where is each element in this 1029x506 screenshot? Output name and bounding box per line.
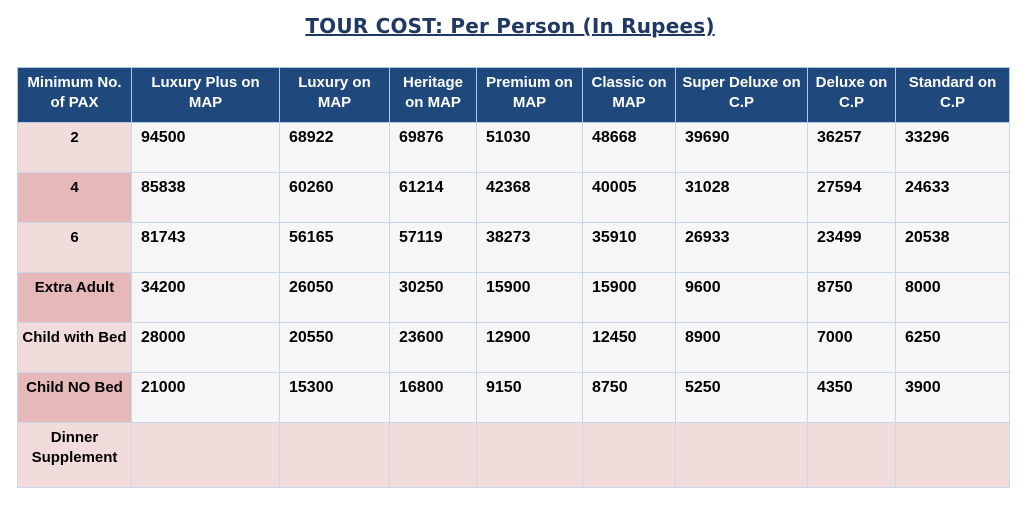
table-cell xyxy=(476,422,583,488)
table-row: 2 94500 68922 69876 51030 48668 39690 36… xyxy=(17,122,1010,173)
tour-cost-table: Minimum No. of PAX Luxury Plus on MAP Lu… xyxy=(17,67,1010,488)
table-cell: 3900 xyxy=(895,372,1010,423)
page-title: TOUR COST: Per Person (In Rupees) xyxy=(305,14,715,38)
table-header-row: Minimum No. of PAX Luxury Plus on MAP Lu… xyxy=(17,67,1010,123)
column-header: Super Deluxe on C.P xyxy=(675,67,808,123)
table-cell: 60260 xyxy=(279,172,390,223)
column-header: Heritage on MAP xyxy=(389,67,477,123)
table-cell: 30250 xyxy=(389,272,477,323)
table-cell: 9150 xyxy=(476,372,583,423)
table-row: 6 81743 56165 57119 38273 35910 26933 23… xyxy=(17,222,1010,273)
table-cell: 26933 xyxy=(675,222,808,273)
table-cell: 26050 xyxy=(279,272,390,323)
row-label: 6 xyxy=(17,222,132,273)
table-cell: 61214 xyxy=(389,172,477,223)
table-cell: 27594 xyxy=(807,172,896,223)
table-cell: 12450 xyxy=(582,322,676,373)
table-cell: 35910 xyxy=(582,222,676,273)
row-label: Child with Bed xyxy=(17,322,132,373)
column-header: Luxury Plus on MAP xyxy=(131,67,280,123)
table-row: 4 85838 60260 61214 42368 40005 31028 27… xyxy=(17,172,1010,223)
table-cell xyxy=(131,422,280,488)
row-label: Child NO Bed xyxy=(17,372,132,423)
table-cell: 5250 xyxy=(675,372,808,423)
table-cell: 8000 xyxy=(895,272,1010,323)
table-cell: 69876 xyxy=(389,122,477,173)
table-cell: 94500 xyxy=(131,122,280,173)
table-cell: 21000 xyxy=(131,372,280,423)
table-cell: 8750 xyxy=(807,272,896,323)
table-cell: 42368 xyxy=(476,172,583,223)
table-cell xyxy=(807,422,896,488)
table-cell xyxy=(675,422,808,488)
table-cell: 40005 xyxy=(582,172,676,223)
table-cell: 85838 xyxy=(131,172,280,223)
table-cell: 48668 xyxy=(582,122,676,173)
table-cell: 57119 xyxy=(389,222,477,273)
column-header: Standard on C.P xyxy=(895,67,1010,123)
table-cell: 12900 xyxy=(476,322,583,373)
row-label: Dinner Supplement xyxy=(17,422,132,488)
table-cell: 9600 xyxy=(675,272,808,323)
table-cell: 15900 xyxy=(582,272,676,323)
table-cell xyxy=(895,422,1010,488)
row-label: 4 xyxy=(17,172,132,223)
column-header: Luxury on MAP xyxy=(279,67,390,123)
table-cell: 23499 xyxy=(807,222,896,273)
column-header: Deluxe on C.P xyxy=(807,67,896,123)
table-cell: 15300 xyxy=(279,372,390,423)
table-cell: 56165 xyxy=(279,222,390,273)
table-cell: 8900 xyxy=(675,322,808,373)
table-cell: 6250 xyxy=(895,322,1010,373)
table-row: Extra Adult 34200 26050 30250 15900 1590… xyxy=(17,272,1010,323)
table-row: Child NO Bed 21000 15300 16800 9150 8750… xyxy=(17,372,1010,423)
table-cell: 24633 xyxy=(895,172,1010,223)
table-cell: 15900 xyxy=(476,272,583,323)
table-cell: 36257 xyxy=(807,122,896,173)
table-cell xyxy=(582,422,676,488)
table-cell: 39690 xyxy=(675,122,808,173)
table-cell: 34200 xyxy=(131,272,280,323)
table-cell xyxy=(389,422,477,488)
table-cell: 4350 xyxy=(807,372,896,423)
table-cell: 31028 xyxy=(675,172,808,223)
table-cell: 23600 xyxy=(389,322,477,373)
row-label: Extra Adult xyxy=(17,272,132,323)
table-cell: 16800 xyxy=(389,372,477,423)
table-cell: 81743 xyxy=(131,222,280,273)
table-cell: 33296 xyxy=(895,122,1010,173)
table-cell: 38273 xyxy=(476,222,583,273)
table-cell: 68922 xyxy=(279,122,390,173)
table-cell: 7000 xyxy=(807,322,896,373)
column-header: Minimum No. of PAX xyxy=(17,67,132,123)
column-header: Classic on MAP xyxy=(582,67,676,123)
table-cell xyxy=(279,422,390,488)
table-cell: 8750 xyxy=(582,372,676,423)
table-cell: 20550 xyxy=(279,322,390,373)
table-cell: 28000 xyxy=(131,322,280,373)
column-header: Premium on MAP xyxy=(476,67,583,123)
table-cell: 20538 xyxy=(895,222,1010,273)
table-cell: 51030 xyxy=(476,122,583,173)
table-row: Child with Bed 28000 20550 23600 12900 1… xyxy=(17,322,1010,373)
table-row: Dinner Supplement xyxy=(17,422,1010,488)
row-label: 2 xyxy=(17,122,132,173)
